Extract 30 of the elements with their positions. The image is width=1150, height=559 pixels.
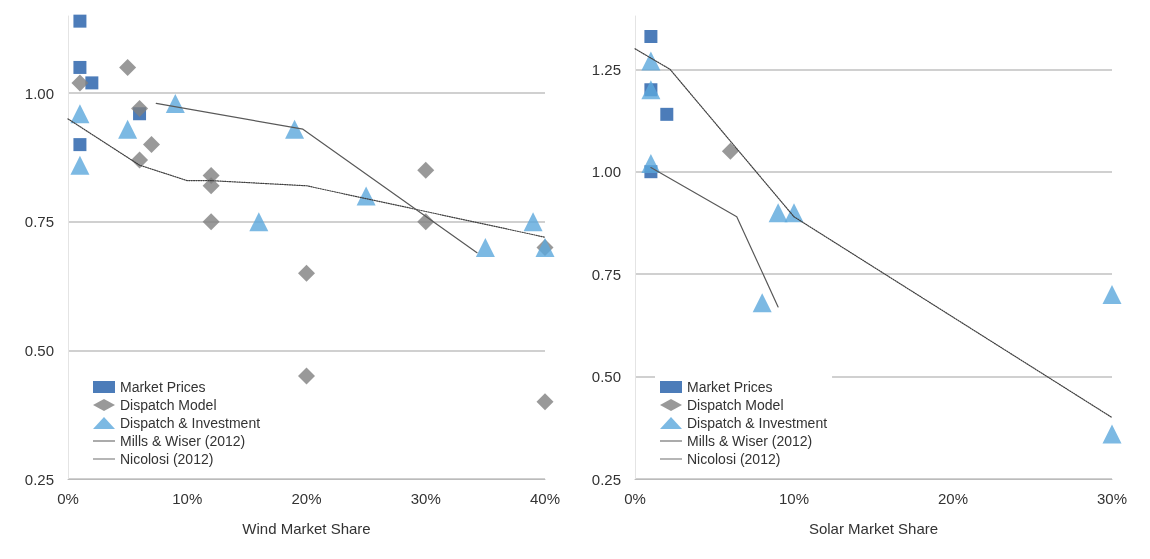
- y-tick-label: 1.25: [591, 60, 621, 78]
- legend-label: Dispatch & Investment: [687, 415, 828, 431]
- y-tick-label: 0.50: [24, 341, 54, 359]
- x-tick-label: 0%: [57, 490, 79, 507]
- legend-label: Mills & Wiser (2012): [687, 433, 813, 449]
- x-tick-label: 20%: [291, 490, 322, 507]
- x-tick-label: 40%: [529, 490, 561, 507]
- y-tick-label: 1.00: [24, 84, 54, 102]
- legend-label: Nicolosi (2012): [687, 451, 781, 467]
- legend-label: Market Prices: [687, 379, 773, 395]
- x-tick-label: 10%: [172, 490, 203, 507]
- x-tick-label: 20%: [937, 490, 969, 507]
- legend-label: Dispatch Model: [120, 397, 217, 413]
- legend-label: Nicolosi (2012): [120, 451, 214, 467]
- legend-label: Dispatch & Investment: [120, 415, 261, 431]
- y-tick-label: 0.25: [24, 470, 54, 488]
- x-tick-label: 30%: [410, 490, 441, 507]
- x-tick-label: 0%: [624, 490, 646, 507]
- legend-label: Dispatch Model: [687, 397, 784, 413]
- x-axis-title: Wind Market Share: [242, 520, 371, 537]
- y-tick-label: 0.75: [591, 265, 621, 283]
- y-tick-label: 0.25: [591, 470, 621, 488]
- legend-label: Market Prices: [120, 379, 206, 395]
- y-tick-label: 1.00: [591, 163, 621, 181]
- x-tick-label: 10%: [778, 490, 810, 507]
- x-axis-title: Solar Market Share: [808, 520, 939, 537]
- y-tick-label: 0.50: [591, 368, 621, 386]
- legend-label: Mills & Wiser (2012): [120, 433, 246, 449]
- x-tick-label: 30%: [1096, 490, 1128, 507]
- y-tick-label: 0.75: [24, 213, 54, 231]
